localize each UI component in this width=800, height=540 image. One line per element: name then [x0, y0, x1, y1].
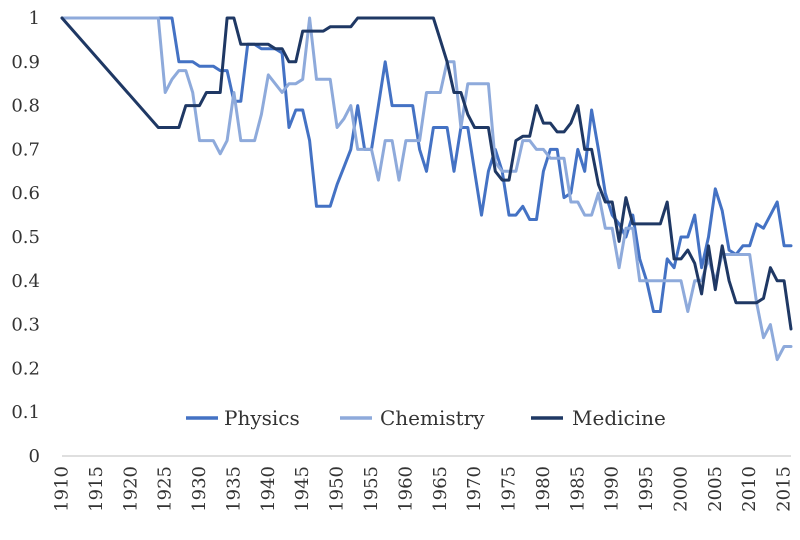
y-tick-label: 0.1 [11, 402, 40, 423]
x-tick-label: 1920 [120, 466, 141, 512]
x-tick-label: 1960 [395, 466, 416, 512]
y-tick-label: 0.9 [11, 52, 40, 73]
x-tick-label: 1940 [258, 466, 279, 512]
y-tick-label: 0.4 [11, 271, 40, 292]
legend: Physics Chemistry Medicine [186, 406, 666, 430]
x-tick-label: 1955 [361, 466, 382, 512]
x-tick-label: 2000 [670, 466, 691, 512]
x-tick-label: 1945 [292, 466, 313, 512]
x-tick-label: 2015 [774, 466, 795, 512]
series-line-medicine [60, 16, 793, 331]
y-axis: 0 0.1 0.2 0.3 0.4 0.5 0.6 0.7 0.8 0.9 1 [11, 8, 40, 467]
x-tick-label: 1925 [155, 466, 176, 512]
series-line-physics [60, 16, 793, 313]
x-tick-label: 1975 [499, 466, 520, 512]
y-tick-label: 0.6 [11, 183, 40, 204]
x-tick-label: 2005 [705, 466, 726, 512]
y-tick-label: 0.2 [11, 358, 40, 379]
series-line-chemistry [60, 16, 793, 362]
legend-label-medicine: Medicine [572, 406, 666, 430]
x-tick-label: 1970 [464, 466, 485, 512]
y-tick-label: 0.8 [11, 96, 40, 117]
series-layer [60, 16, 793, 362]
x-tick-label: 1990 [602, 466, 623, 512]
y-tick-label: 1 [29, 8, 40, 29]
legend-label-physics: Physics [224, 406, 300, 430]
x-tick-label: 2010 [739, 466, 760, 512]
y-tick-label: 0 [29, 446, 40, 467]
x-tick-label: 1930 [189, 466, 210, 512]
y-tick-label: 0.3 [11, 315, 40, 336]
y-tick-label: 0.5 [11, 227, 40, 248]
x-tick-label: 1965 [430, 466, 451, 512]
x-axis: 1910 1915 1920 1925 1930 1935 1940 1945 1950 1955… [52, 455, 795, 512]
x-tick-label: 1935 [223, 466, 244, 512]
x-tick-label: 1910 [52, 466, 73, 512]
legend-label-chemistry: Chemistry [380, 406, 485, 430]
x-tick-label: 1985 [567, 466, 588, 512]
x-tick-label: 1915 [86, 466, 107, 512]
x-tick-label: 1995 [636, 466, 657, 512]
y-tick-label: 0.7 [11, 139, 40, 160]
x-tick-label: 1950 [327, 466, 348, 512]
x-tick-label: 1980 [533, 466, 554, 512]
